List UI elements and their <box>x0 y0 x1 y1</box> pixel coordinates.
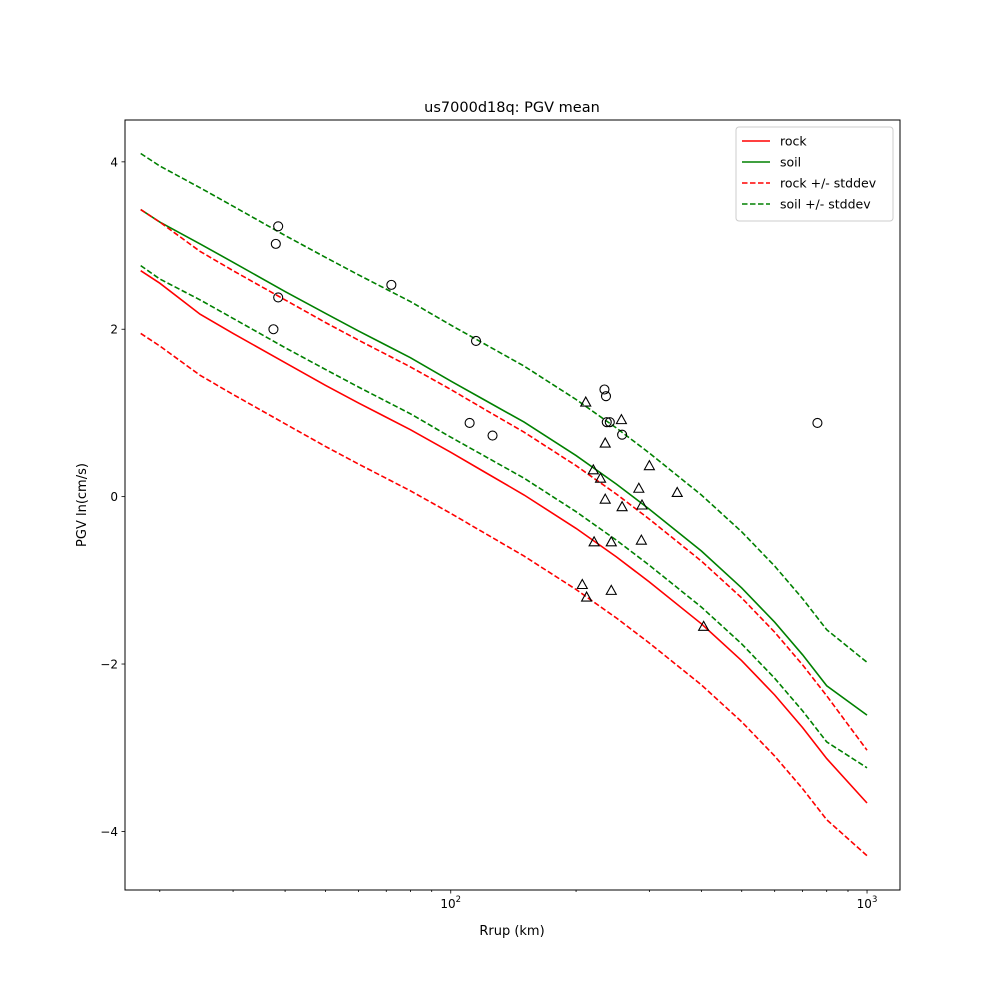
series-lines <box>140 152 868 857</box>
y-axis-label: PGV ln(cm/s) <box>75 463 90 547</box>
circle-marker-13 <box>812 417 823 429</box>
y-axis: −4 −2 0 2 4 <box>100 155 125 839</box>
circle-marker-8 <box>599 384 610 395</box>
circle-marker-4 <box>386 279 397 290</box>
circle-marker-11 <box>604 417 615 428</box>
y-tick-label-0: −4 <box>100 825 118 839</box>
circle-marker-10 <box>601 417 612 428</box>
triangle-marker-14 <box>576 578 589 590</box>
triangle-marker-8 <box>599 493 612 504</box>
triangle-marker-6 <box>632 482 645 493</box>
y-tick-label-1: −2 <box>100 658 118 672</box>
legend-box <box>735 126 894 222</box>
series-line-0 <box>140 270 868 804</box>
triangle-marker-0 <box>579 395 592 407</box>
triangle-marker-15 <box>580 590 593 602</box>
triangle-marker-11 <box>588 535 601 547</box>
y-tick-label-4: 4 <box>110 155 118 169</box>
x-tick-label-0: 102 <box>440 895 461 911</box>
triangle-marker-17 <box>697 620 710 631</box>
legend-label-2: rock +/- stddev <box>780 176 877 191</box>
legend-label-3: soil +/- stddev <box>780 197 871 212</box>
triangle-marker-2 <box>599 436 612 448</box>
circle-marker-3 <box>268 324 279 335</box>
series-line-2 <box>140 332 868 857</box>
series-line-1 <box>140 208 868 716</box>
circle-marker-7 <box>487 430 498 441</box>
series-line-4 <box>140 264 868 769</box>
series-line-5 <box>140 152 868 663</box>
triangle-marker-7 <box>671 486 684 497</box>
x-axis-label: Rrup (km) <box>479 924 544 939</box>
x-tick-label-1: 103 <box>857 895 878 911</box>
legend-label-0: rock <box>780 134 807 149</box>
circle-marker-6 <box>464 417 475 429</box>
y-tick-label-2: 0 <box>110 490 118 504</box>
legend-label-1: soil <box>780 155 801 170</box>
triangle-marker-10 <box>616 500 629 512</box>
triangle-marker-4 <box>587 463 600 475</box>
circle-marker-1 <box>270 238 281 249</box>
circle-marker-5 <box>470 335 482 347</box>
x-axis: 102 103 <box>159 890 878 911</box>
triangle-marker-12 <box>605 535 618 547</box>
y-tick-label-3: 2 <box>110 323 118 337</box>
legend: rock soil rock +/- stddev soil +/- stddev <box>735 126 894 222</box>
triangle-marker-16 <box>605 584 618 595</box>
circle-marker-2 <box>273 292 284 303</box>
triangle-marker-3 <box>643 459 656 471</box>
plot-frame <box>124 119 901 891</box>
triangle-marker-13 <box>635 534 648 545</box>
series-line-3 <box>140 208 868 751</box>
circle-marker-12 <box>617 429 628 440</box>
chart-title: us7000d18q: PGV mean <box>424 100 600 116</box>
circle-marker-9 <box>600 391 612 402</box>
scatter-markers <box>268 221 823 631</box>
triangle-marker-1 <box>615 413 628 425</box>
triangle-marker-5 <box>594 472 607 483</box>
circle-marker-0 <box>273 221 284 232</box>
triangle-marker-9 <box>636 498 648 510</box>
